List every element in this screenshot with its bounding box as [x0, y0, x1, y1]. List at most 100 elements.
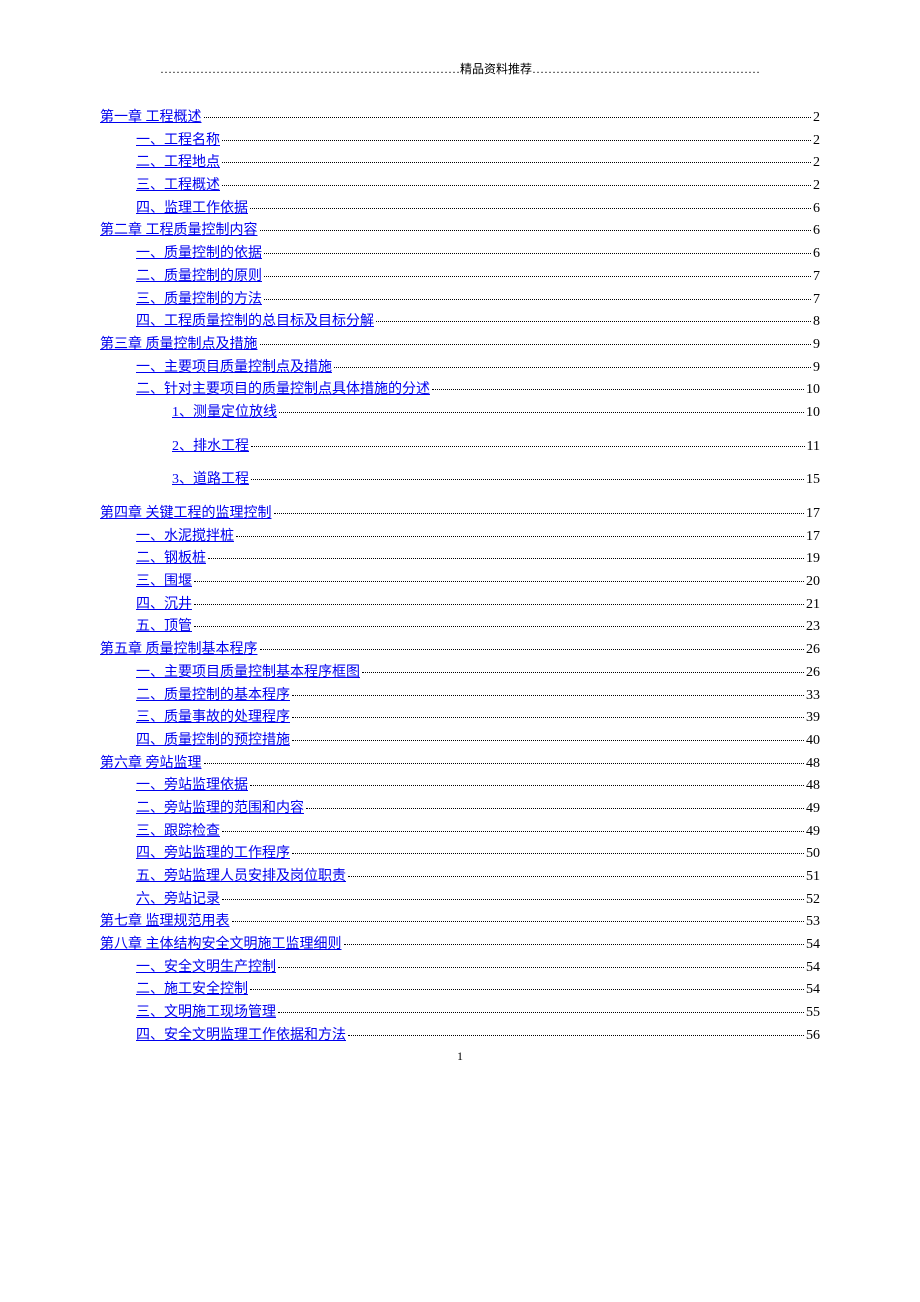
toc-page-number: 7 — [813, 266, 820, 288]
toc-entry: 一、水泥搅拌桩17 — [100, 526, 820, 548]
toc-link[interactable]: 第六章 旁站监理 — [100, 753, 202, 775]
toc-entry: 四、质量控制的预控措施 40 — [100, 730, 820, 752]
toc-link[interactable]: 一、工程名称 — [136, 130, 220, 152]
toc-leader — [292, 695, 804, 696]
toc-link[interactable]: 三、跟踪检查 — [136, 821, 220, 843]
toc-link[interactable]: 二、施工安全控制 — [136, 979, 248, 1001]
toc-link[interactable]: 二、工程地点 — [136, 152, 220, 174]
toc-page-number: 2 — [813, 107, 820, 129]
toc-link[interactable]: 第四章 关键工程的监理控制 — [100, 503, 272, 525]
toc-link[interactable]: 四、安全文明监理工作依据和方法 — [136, 1025, 346, 1047]
toc-page-number: 2 — [813, 130, 820, 152]
toc-leader — [222, 899, 804, 900]
header-banner: …………………………………………………………………精品资料推荐………………………… — [100, 60, 820, 77]
toc-leader — [264, 253, 811, 254]
toc-leader — [344, 944, 805, 945]
toc-link[interactable]: 五、顶管 — [136, 616, 192, 638]
toc-entry: 一、工程名称 2 — [100, 130, 820, 152]
toc-entry: 四、监理工作依据6 — [100, 198, 820, 220]
toc-link[interactable]: 一、主要项目质量控制点及措施 — [136, 357, 332, 379]
toc-link[interactable]: 2、排水工程 — [172, 436, 249, 458]
toc-page-number: 19 — [806, 548, 820, 570]
toc-leader — [251, 446, 805, 447]
toc-leader — [236, 536, 804, 537]
toc-link[interactable]: 四、沉井 — [136, 594, 192, 616]
toc-leader — [194, 581, 804, 582]
toc-link[interactable]: 1、测量定位放线 — [172, 402, 277, 424]
toc-entry: 二、质量控制的基本程序33 — [100, 685, 820, 707]
toc-leader — [279, 412, 804, 413]
toc-link[interactable]: 第五章 质量控制基本程序 — [100, 639, 258, 661]
toc-page-number: 6 — [813, 243, 820, 265]
toc-link[interactable]: 三、质量事故的处理程序 — [136, 707, 290, 729]
toc-leader — [306, 808, 804, 809]
toc-link[interactable]: 二、钢板桩 — [136, 548, 206, 570]
toc-page-number: 21 — [806, 594, 820, 616]
toc-link[interactable]: 一、质量控制的依据 — [136, 243, 262, 265]
toc-leader — [204, 117, 812, 118]
toc-leader — [250, 785, 804, 786]
toc-link[interactable]: 三、工程概述 — [136, 175, 220, 197]
toc-link[interactable]: 第三章 质量控制点及措施 — [100, 334, 258, 356]
toc-link[interactable]: 二、旁站监理的范围和内容 — [136, 798, 304, 820]
toc-link[interactable]: 三、围堰 — [136, 571, 192, 593]
toc-link[interactable]: 五、旁站监理人员安排及岗位职责 — [136, 866, 346, 888]
toc-entry: 一、安全文明生产控制 54 — [100, 957, 820, 979]
toc-entry: 2、排水工程 11 — [100, 436, 820, 458]
toc-link[interactable]: 第八章 主体结构安全文明施工监理细则 — [100, 934, 342, 956]
toc-link[interactable]: 四、旁站监理的工作程序 — [136, 843, 290, 865]
toc-link[interactable]: 三、质量控制的方法 — [136, 289, 262, 311]
toc-entry: 五、顶管 23 — [100, 616, 820, 638]
toc-link[interactable]: 第一章 工程概述 — [100, 107, 202, 129]
toc-link[interactable]: 六、旁站记录 — [136, 889, 220, 911]
toc-leader — [194, 604, 804, 605]
toc-page-number: 48 — [806, 775, 820, 797]
toc-leader — [278, 1012, 804, 1013]
toc-entry: 三、跟踪检查49 — [100, 821, 820, 843]
toc-page-number: 10 — [806, 402, 820, 424]
toc-page-number: 26 — [806, 639, 820, 661]
toc-entry: 四、安全文明监理工作依据和方法56 — [100, 1025, 820, 1047]
toc-link[interactable]: 第七章 监理规范用表 — [100, 911, 230, 933]
toc-link[interactable]: 二、质量控制的基本程序 — [136, 685, 290, 707]
toc-page-number: 39 — [806, 707, 820, 729]
toc-leader — [250, 208, 811, 209]
toc-link[interactable]: 二、针对主要项目的质量控制点具体措施的分述 — [136, 379, 430, 401]
toc-page-number: 15 — [806, 469, 820, 491]
toc-entry: 3、道路工程 15 — [100, 469, 820, 491]
toc-page-number: 20 — [806, 571, 820, 593]
toc-leader — [208, 558, 804, 559]
toc-entry: 第八章 主体结构安全文明施工监理细则54 — [100, 934, 820, 956]
toc-page-number: 26 — [806, 662, 820, 684]
toc-leader — [362, 672, 804, 673]
toc-link[interactable]: 一、主要项目质量控制基本程序框图 — [136, 662, 360, 684]
toc-leader — [260, 649, 805, 650]
toc-leader — [432, 389, 804, 390]
toc-page-number: 54 — [806, 957, 820, 979]
toc-link[interactable]: 二、质量控制的原则 — [136, 266, 262, 288]
toc-entry: 二、钢板桩 19 — [100, 548, 820, 570]
toc-link[interactable]: 四、监理工作依据 — [136, 198, 248, 220]
toc-link[interactable]: 三、文明施工现场管理 — [136, 1002, 276, 1024]
toc-leader — [232, 921, 805, 922]
toc-page-number: 40 — [806, 730, 820, 752]
toc-link[interactable]: 四、工程质量控制的总目标及目标分解 — [136, 311, 374, 333]
toc-link[interactable]: 四、质量控制的预控措施 — [136, 730, 290, 752]
toc-leader — [222, 140, 811, 141]
toc-leader — [348, 876, 804, 877]
toc-entry: 1、测量定位放线 10 — [100, 402, 820, 424]
toc-page-number: 2 — [813, 175, 820, 197]
toc-entry: 二、施工安全控制54 — [100, 979, 820, 1001]
toc-page-number: 51 — [806, 866, 820, 888]
toc-page-number: 23 — [806, 616, 820, 638]
toc-page-number: 53 — [806, 911, 820, 933]
toc-entry: 三、质量事故的处理程序 39 — [100, 707, 820, 729]
toc-link[interactable]: 一、安全文明生产控制 — [136, 957, 276, 979]
toc-link[interactable]: 3、道路工程 — [172, 469, 249, 491]
toc-entry: 第三章 质量控制点及措施9 — [100, 334, 820, 356]
toc-page-number: 2 — [813, 152, 820, 174]
toc-link[interactable]: 第二章 工程质量控制内容 — [100, 220, 258, 242]
toc-link[interactable]: 一、水泥搅拌桩 — [136, 526, 234, 548]
toc-link[interactable]: 一、旁站监理依据 — [136, 775, 248, 797]
page-container: …………………………………………………………………精品资料推荐………………………… — [0, 0, 920, 1088]
